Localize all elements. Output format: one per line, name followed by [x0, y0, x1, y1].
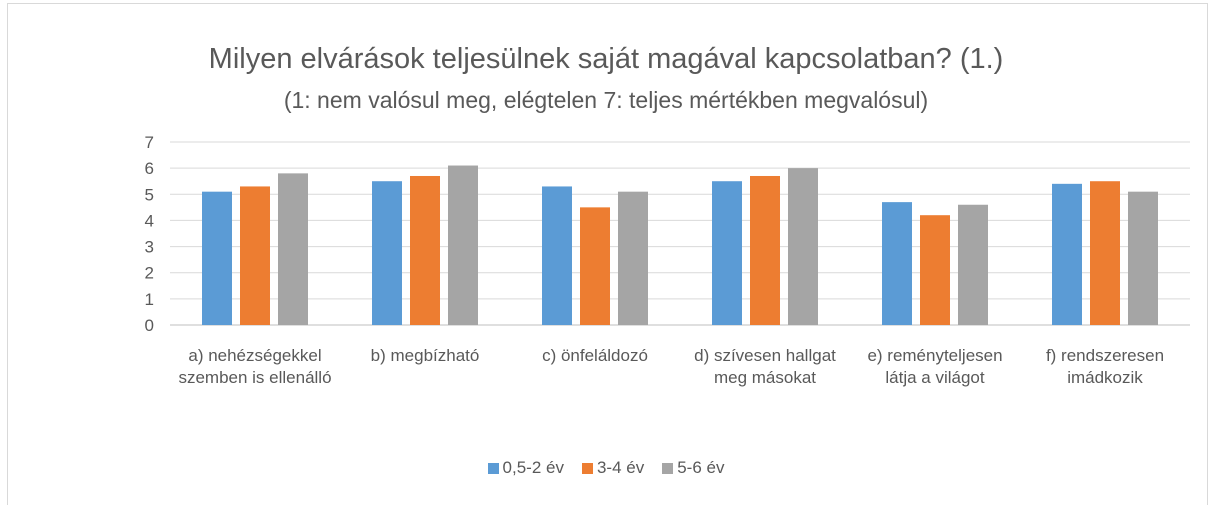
y-tick-label: 5: [145, 185, 154, 204]
x-tick-label: d) szívesen hallgat meg másokat: [694, 346, 836, 387]
bar: [882, 202, 912, 325]
legend-swatch: [662, 462, 674, 474]
chart-title: Milyen elvárások teljesülnek saját magáv…: [209, 43, 1004, 75]
legend-label: 3-4 év: [596, 458, 645, 477]
chart-frame: [7, 3, 1208, 505]
x-tick-label: f) rendszeresen imádkozik: [1045, 346, 1165, 387]
bar: [278, 173, 308, 325]
bar: [410, 175, 440, 325]
y-tick-label: 3: [145, 238, 154, 257]
bar: [712, 181, 742, 325]
bar: [448, 165, 478, 325]
bar: [1052, 183, 1082, 325]
x-tick-label: c) önfeláldozó: [542, 346, 648, 365]
y-tick-label: 1: [145, 290, 154, 309]
legend: 0,5-2 év 3-4 év 5-6 év: [0, 458, 1212, 478]
legend-swatch: [487, 462, 499, 474]
bar: [240, 186, 270, 325]
legend-item: 3-4 év: [581, 458, 645, 478]
bar: [542, 186, 572, 325]
bar: [788, 168, 818, 325]
y-tick-label: 6: [145, 159, 154, 178]
bar: [1090, 181, 1120, 325]
bar: [1128, 191, 1158, 325]
bar: [372, 181, 402, 325]
legend-item: 5-6 év: [662, 458, 724, 478]
legend-label: 0,5-2 év: [502, 458, 564, 477]
y-tick-label: 7: [145, 133, 154, 152]
bar: [750, 175, 780, 325]
legend-swatch: [581, 462, 593, 474]
bar: [920, 215, 950, 325]
y-tick-label: 2: [145, 264, 154, 283]
legend-label: 5-6 év: [677, 458, 725, 477]
y-tick-label: 4: [145, 211, 154, 230]
x-tick-label: a) nehézségekkel szemben is ellenálló: [178, 346, 332, 387]
chart-subtitle: (1: nem valósul meg, elégtelen 7: teljes…: [284, 87, 928, 113]
bar: [202, 191, 232, 325]
bar: [958, 204, 988, 325]
legend-item: 0,5-2 év: [487, 458, 564, 478]
x-tick-label: b) megbízható: [370, 346, 480, 365]
bar: [580, 207, 610, 325]
y-tick-label: 0: [145, 316, 154, 335]
bar: [618, 191, 648, 325]
x-tick-label: e) reményteljesen látja a világot: [867, 346, 1003, 387]
